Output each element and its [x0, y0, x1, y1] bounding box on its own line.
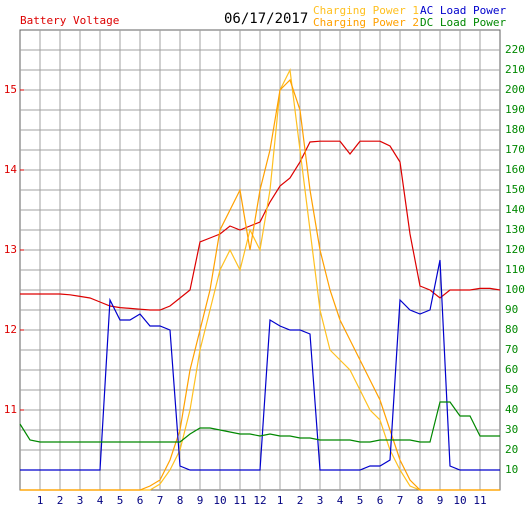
x-tick-label: 1 — [37, 494, 44, 507]
y2-tick-label: 200 — [505, 83, 525, 96]
legend-entry: AC Load Power — [420, 4, 506, 17]
y2-tick-label: 40 — [505, 403, 518, 416]
x-tick-label: 10 — [453, 494, 466, 507]
y2-tick-label: 130 — [505, 223, 525, 236]
y2-tick-label: 90 — [505, 303, 518, 316]
y2-tick-label: 150 — [505, 183, 525, 196]
y2-tick-label: 190 — [505, 103, 525, 116]
x-tick-label: 1 — [277, 494, 284, 507]
legend-entry: DC Load Power — [420, 16, 506, 29]
x-tick-label: 6 — [377, 494, 384, 507]
x-tick-label: 7 — [397, 494, 404, 507]
x-tick-label: 10 — [213, 494, 226, 507]
y2-tick-label: 120 — [505, 243, 525, 256]
y-axis-label: Battery Voltage — [20, 14, 119, 27]
y2-tick-label: 80 — [505, 323, 518, 336]
x-tick-label: 6 — [137, 494, 144, 507]
y2-tick-label: 220 — [505, 43, 525, 56]
x-tick-label: 7 — [157, 494, 164, 507]
x-tick-label: 8 — [177, 494, 184, 507]
x-tick-label: 4 — [97, 494, 104, 507]
x-tick-label: 2 — [297, 494, 304, 507]
x-tick-label: 11 — [233, 494, 246, 507]
x-tick-label: 2 — [57, 494, 64, 507]
series-line — [20, 140, 501, 311]
y2-tick-label: 70 — [505, 343, 518, 356]
y-tick-label: 11 — [4, 403, 17, 416]
series-line — [19, 401, 500, 443]
y2-tick-label: 60 — [505, 363, 518, 376]
y2-tick-label: 160 — [505, 163, 525, 176]
y2-tick-label: 50 — [505, 383, 518, 396]
y2-tick-label: 10 — [505, 463, 518, 476]
y-tick-label: 12 — [4, 323, 17, 336]
x-tick-label: 3 — [77, 494, 84, 507]
series-line — [20, 259, 500, 471]
legend-entry: Charging Power 2 — [313, 16, 419, 29]
series-line — [20, 78, 500, 491]
y2-tick-label: 110 — [505, 263, 525, 276]
y2-tick-label: 30 — [505, 423, 518, 436]
y-tick-label: 15 — [4, 83, 17, 96]
x-tick-label: 5 — [117, 494, 124, 507]
x-tick-label: 4 — [337, 494, 344, 507]
legend-entry: Charging Power 1 — [313, 4, 419, 17]
x-tick-label: 5 — [357, 494, 364, 507]
y-tick-label: 14 — [4, 163, 18, 176]
y-tick-label: 13 — [4, 243, 17, 256]
y2-tick-label: 210 — [505, 63, 525, 76]
y2-tick-label: 140 — [505, 203, 525, 216]
x-tick-label: 9 — [437, 494, 444, 507]
y2-tick-label: 100 — [505, 283, 525, 296]
y2-tick-label: 170 — [505, 143, 525, 156]
x-tick-label: 9 — [197, 494, 204, 507]
x-tick-label: 11 — [473, 494, 486, 507]
y2-tick-label: 180 — [505, 123, 525, 136]
x-tick-label: 3 — [317, 494, 324, 507]
x-tick-label: 8 — [417, 494, 424, 507]
chart-title: 06/17/2017 — [224, 11, 308, 27]
x-tick-label: 12 — [253, 494, 266, 507]
y2-tick-label: 20 — [505, 443, 518, 456]
